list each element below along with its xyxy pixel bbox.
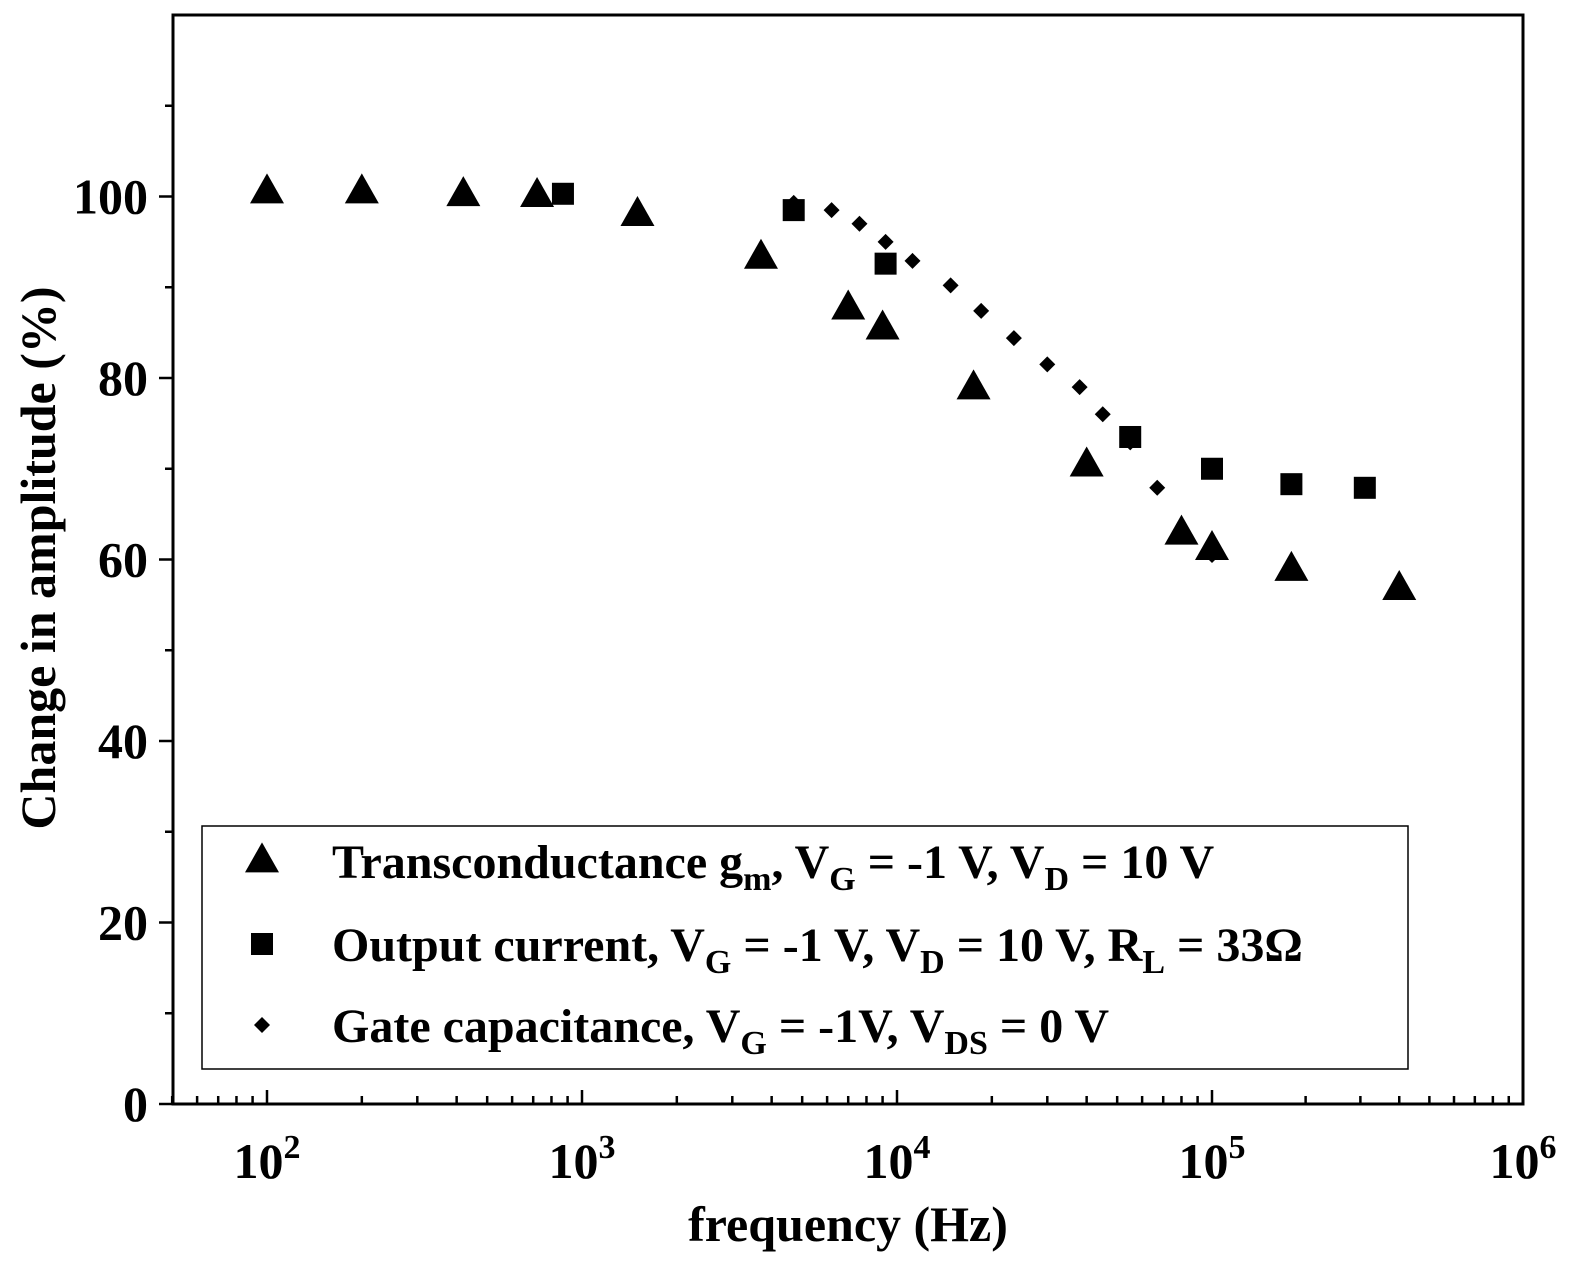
x-tick-label: 104 xyxy=(864,1129,931,1189)
legend-entry-diamond: Gate capacitance, VG = -1V, VDS = 0 V xyxy=(332,1000,1109,1062)
triangle-point xyxy=(865,309,900,340)
triangle-point xyxy=(1274,550,1309,581)
x-tick-label: 102 xyxy=(234,1129,301,1189)
square-point xyxy=(1353,476,1376,499)
series-diamond xyxy=(785,194,1220,563)
triangle-point xyxy=(743,238,778,269)
y-tick-label: 100 xyxy=(73,169,148,225)
legend-marker-square xyxy=(251,933,273,955)
diamond-point xyxy=(942,277,959,294)
triangle-point xyxy=(620,196,655,227)
y-tick-label: 0 xyxy=(123,1076,148,1132)
x-tick-label: 103 xyxy=(549,1129,616,1189)
diamond-point xyxy=(1094,406,1111,423)
legend-box xyxy=(201,825,1409,1070)
diamond-point xyxy=(1149,479,1166,496)
x-tick-label: 106 xyxy=(1490,1129,1557,1189)
diamond-point xyxy=(785,194,802,211)
diamond-point xyxy=(973,302,990,319)
triangle-point xyxy=(446,176,481,207)
y-tick-label: 60 xyxy=(98,532,148,588)
triangle-point xyxy=(1195,530,1229,561)
triangle-point xyxy=(1069,446,1104,477)
triangle-point xyxy=(831,289,866,320)
diamond-point xyxy=(823,202,840,219)
x-axis: 102 103 104 105 106 xyxy=(170,1090,1557,1189)
legend-entry-triangle: Transconductance gm, VG = -1 V, VD = 10 … xyxy=(332,836,1215,898)
data-points xyxy=(250,173,1417,600)
triangle-point xyxy=(956,369,991,400)
triangle-point xyxy=(250,173,284,204)
legend: Transconductance gm, VG = -1 V, VD = 10 … xyxy=(201,825,1409,1070)
x-axis-title: frequency (Hz) xyxy=(688,1196,1008,1252)
square-point xyxy=(1280,473,1303,496)
diamond-point xyxy=(1005,330,1022,347)
legend-marker-triangle xyxy=(245,842,279,873)
series-triangle xyxy=(250,173,1417,600)
diamond-point xyxy=(851,215,868,232)
diamond-point xyxy=(1071,379,1088,396)
triangle-point xyxy=(520,176,555,207)
diamond-point xyxy=(1122,434,1139,451)
y-tick-label: 80 xyxy=(98,350,148,406)
y-axis: 0 20 40 60 80 100 xyxy=(73,104,173,1132)
triangle-point xyxy=(1164,514,1199,545)
triangle-point xyxy=(344,173,379,204)
square-point xyxy=(1201,457,1223,480)
triangle-point xyxy=(1382,569,1417,600)
legend-marker-diamond xyxy=(254,1017,270,1033)
diamond-point xyxy=(877,233,894,250)
y-tick-label: 20 xyxy=(98,895,148,951)
series-square xyxy=(551,182,1376,499)
diamond-point xyxy=(1204,546,1220,563)
square-point xyxy=(874,252,897,275)
x-tick-label: 105 xyxy=(1179,1129,1246,1189)
square-point xyxy=(551,182,574,205)
y-axis-title: Change in amplitude (%) xyxy=(10,286,66,829)
diamond-point xyxy=(904,252,921,269)
y-tick-label: 40 xyxy=(98,713,148,769)
legend-entry-square: Output current, VG = -1 V, VD = 10 V, RL… xyxy=(332,919,1303,981)
diamond-point xyxy=(1039,356,1056,373)
